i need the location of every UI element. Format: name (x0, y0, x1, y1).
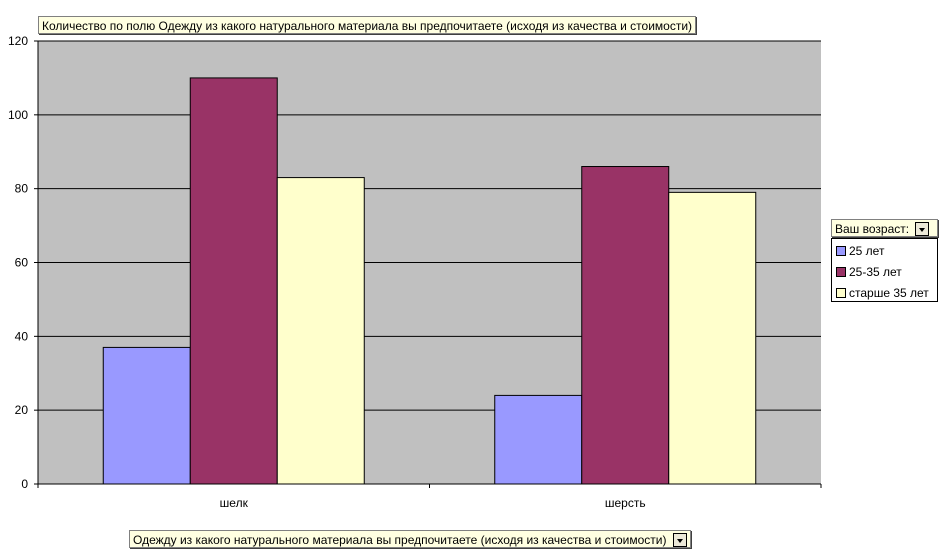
legend-swatch-25-35 (836, 266, 846, 277)
category-dropdown-icon[interactable] (672, 532, 687, 547)
y-tick-label: 120 (8, 34, 28, 48)
bar (276, 177, 365, 485)
legend: 25 лет 25-35 лет старше 35 лет (831, 238, 938, 302)
bar (581, 166, 670, 485)
legend-swatch-35plus (836, 287, 846, 298)
legend-field-button[interactable]: Ваш возраст: (831, 219, 938, 237)
category-field-button[interactable]: Одежду из какого натурального материала … (129, 530, 691, 548)
legend-item-35plus: старше 35 лет (836, 286, 929, 300)
legend-item-25: 25 лет (836, 244, 884, 258)
legend-label-35plus: старше 35 лет (849, 286, 929, 300)
legend-label-25-35: 25-35 лет (849, 265, 902, 279)
bar (189, 77, 278, 485)
x-tick-label: шерсть (605, 496, 646, 510)
chart-title: Количество по полю Одежду из какого нату… (38, 16, 697, 34)
legend-label-25: 25 лет (849, 244, 885, 258)
y-tick-label: 0 (21, 477, 28, 491)
y-tick-label: 80 (15, 182, 29, 196)
bar (102, 346, 191, 485)
legend-dropdown-icon[interactable] (915, 221, 930, 236)
x-tick-label: шелк (220, 496, 249, 510)
legend-field-label: Ваш возраст: (835, 222, 910, 236)
category-field-label: Одежду из какого натурального материала … (133, 533, 667, 547)
plot-area: 0 20 40 60 80 100 120 шелк шерсть (8, 34, 822, 510)
bar (668, 191, 757, 485)
y-tick-label: 40 (15, 329, 29, 343)
y-tick-label: 60 (15, 256, 29, 270)
legend-swatch-25 (836, 245, 846, 256)
y-tick-label: 100 (8, 108, 28, 122)
bar (494, 394, 583, 485)
legend-item-25-35: 25-35 лет (836, 265, 902, 279)
chart-title-text: Количество по полю Одежду из какого нату… (42, 19, 693, 33)
y-tick-label: 20 (15, 403, 29, 417)
